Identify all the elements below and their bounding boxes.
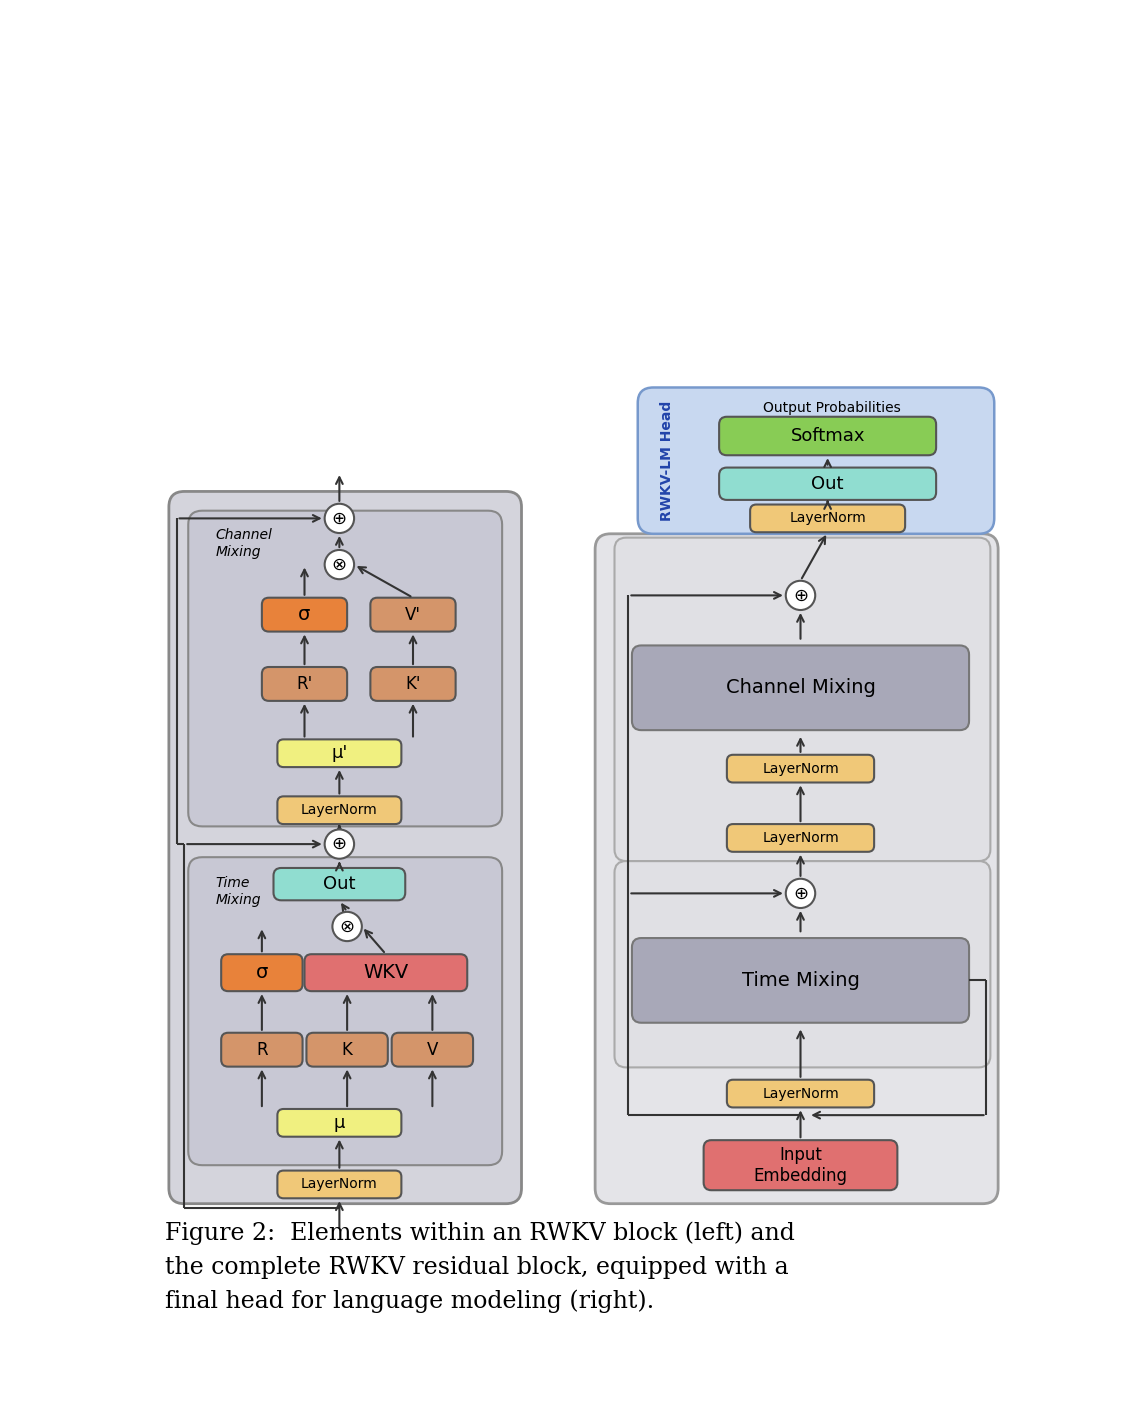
Text: μ: μ	[333, 1114, 345, 1132]
Text: σ: σ	[298, 605, 311, 625]
FancyBboxPatch shape	[306, 1032, 388, 1067]
FancyBboxPatch shape	[262, 597, 347, 632]
FancyBboxPatch shape	[727, 824, 874, 851]
FancyBboxPatch shape	[615, 861, 990, 1068]
Text: V': V'	[405, 606, 421, 623]
FancyBboxPatch shape	[188, 511, 502, 827]
FancyBboxPatch shape	[371, 597, 456, 632]
Text: LayerNorm: LayerNorm	[301, 1178, 378, 1192]
FancyBboxPatch shape	[703, 1141, 897, 1191]
FancyBboxPatch shape	[273, 868, 405, 900]
FancyBboxPatch shape	[278, 796, 401, 824]
Text: Output Probabilities: Output Probabilities	[763, 401, 900, 415]
FancyBboxPatch shape	[278, 1171, 401, 1198]
Text: Time Mixing: Time Mixing	[742, 971, 860, 990]
FancyBboxPatch shape	[169, 492, 522, 1204]
Text: LayerNorm: LayerNorm	[301, 803, 378, 817]
FancyBboxPatch shape	[615, 538, 990, 861]
Text: Input
Embedding: Input Embedding	[753, 1145, 847, 1185]
FancyBboxPatch shape	[727, 1079, 874, 1108]
Circle shape	[324, 503, 354, 533]
Text: Figure 2:  Elements within an RWKV block (left) and
the complete RWKV residual b: Figure 2: Elements within an RWKV block …	[166, 1222, 795, 1313]
Text: ⊕: ⊕	[793, 884, 809, 903]
FancyBboxPatch shape	[632, 938, 970, 1022]
Text: LayerNorm: LayerNorm	[762, 1087, 839, 1101]
FancyBboxPatch shape	[278, 1109, 401, 1137]
FancyBboxPatch shape	[221, 954, 303, 991]
Text: ⊕: ⊕	[793, 586, 809, 605]
FancyBboxPatch shape	[262, 667, 347, 702]
Text: R': R'	[296, 674, 313, 693]
Text: R: R	[256, 1041, 268, 1058]
FancyBboxPatch shape	[278, 739, 401, 767]
Circle shape	[324, 830, 354, 858]
Text: μ': μ'	[331, 744, 347, 763]
Text: WKV: WKV	[363, 963, 408, 983]
FancyBboxPatch shape	[750, 505, 905, 532]
FancyBboxPatch shape	[637, 388, 995, 533]
Text: V: V	[426, 1041, 438, 1058]
FancyBboxPatch shape	[391, 1032, 473, 1067]
FancyBboxPatch shape	[221, 1032, 303, 1067]
Text: ⊗: ⊗	[339, 917, 355, 935]
FancyBboxPatch shape	[595, 533, 998, 1204]
Text: ⊕: ⊕	[332, 509, 347, 528]
Circle shape	[324, 550, 354, 579]
Text: σ: σ	[255, 963, 268, 983]
Text: K: K	[341, 1041, 353, 1058]
FancyBboxPatch shape	[632, 646, 970, 730]
FancyBboxPatch shape	[719, 416, 937, 455]
FancyBboxPatch shape	[188, 857, 502, 1165]
Circle shape	[786, 878, 815, 908]
Circle shape	[786, 580, 815, 610]
Text: Channel Mixing: Channel Mixing	[726, 679, 875, 697]
Text: LayerNorm: LayerNorm	[762, 831, 839, 846]
FancyBboxPatch shape	[727, 754, 874, 783]
Text: LayerNorm: LayerNorm	[762, 761, 839, 776]
Text: ⊕: ⊕	[332, 836, 347, 853]
FancyBboxPatch shape	[719, 468, 937, 501]
Text: K': K'	[405, 674, 421, 693]
FancyBboxPatch shape	[305, 954, 467, 991]
Text: ⊗: ⊗	[332, 556, 347, 573]
FancyBboxPatch shape	[371, 667, 456, 702]
Text: LayerNorm: LayerNorm	[789, 512, 866, 525]
Text: Softmax: Softmax	[790, 426, 865, 445]
Text: RWKV-LM Head: RWKV-LM Head	[660, 401, 675, 520]
Text: Out: Out	[323, 876, 356, 893]
Text: Out: Out	[811, 475, 844, 493]
Circle shape	[332, 911, 362, 941]
Text: Channel
Mixing: Channel Mixing	[215, 529, 272, 559]
Text: Time
Mixing: Time Mixing	[215, 877, 261, 907]
